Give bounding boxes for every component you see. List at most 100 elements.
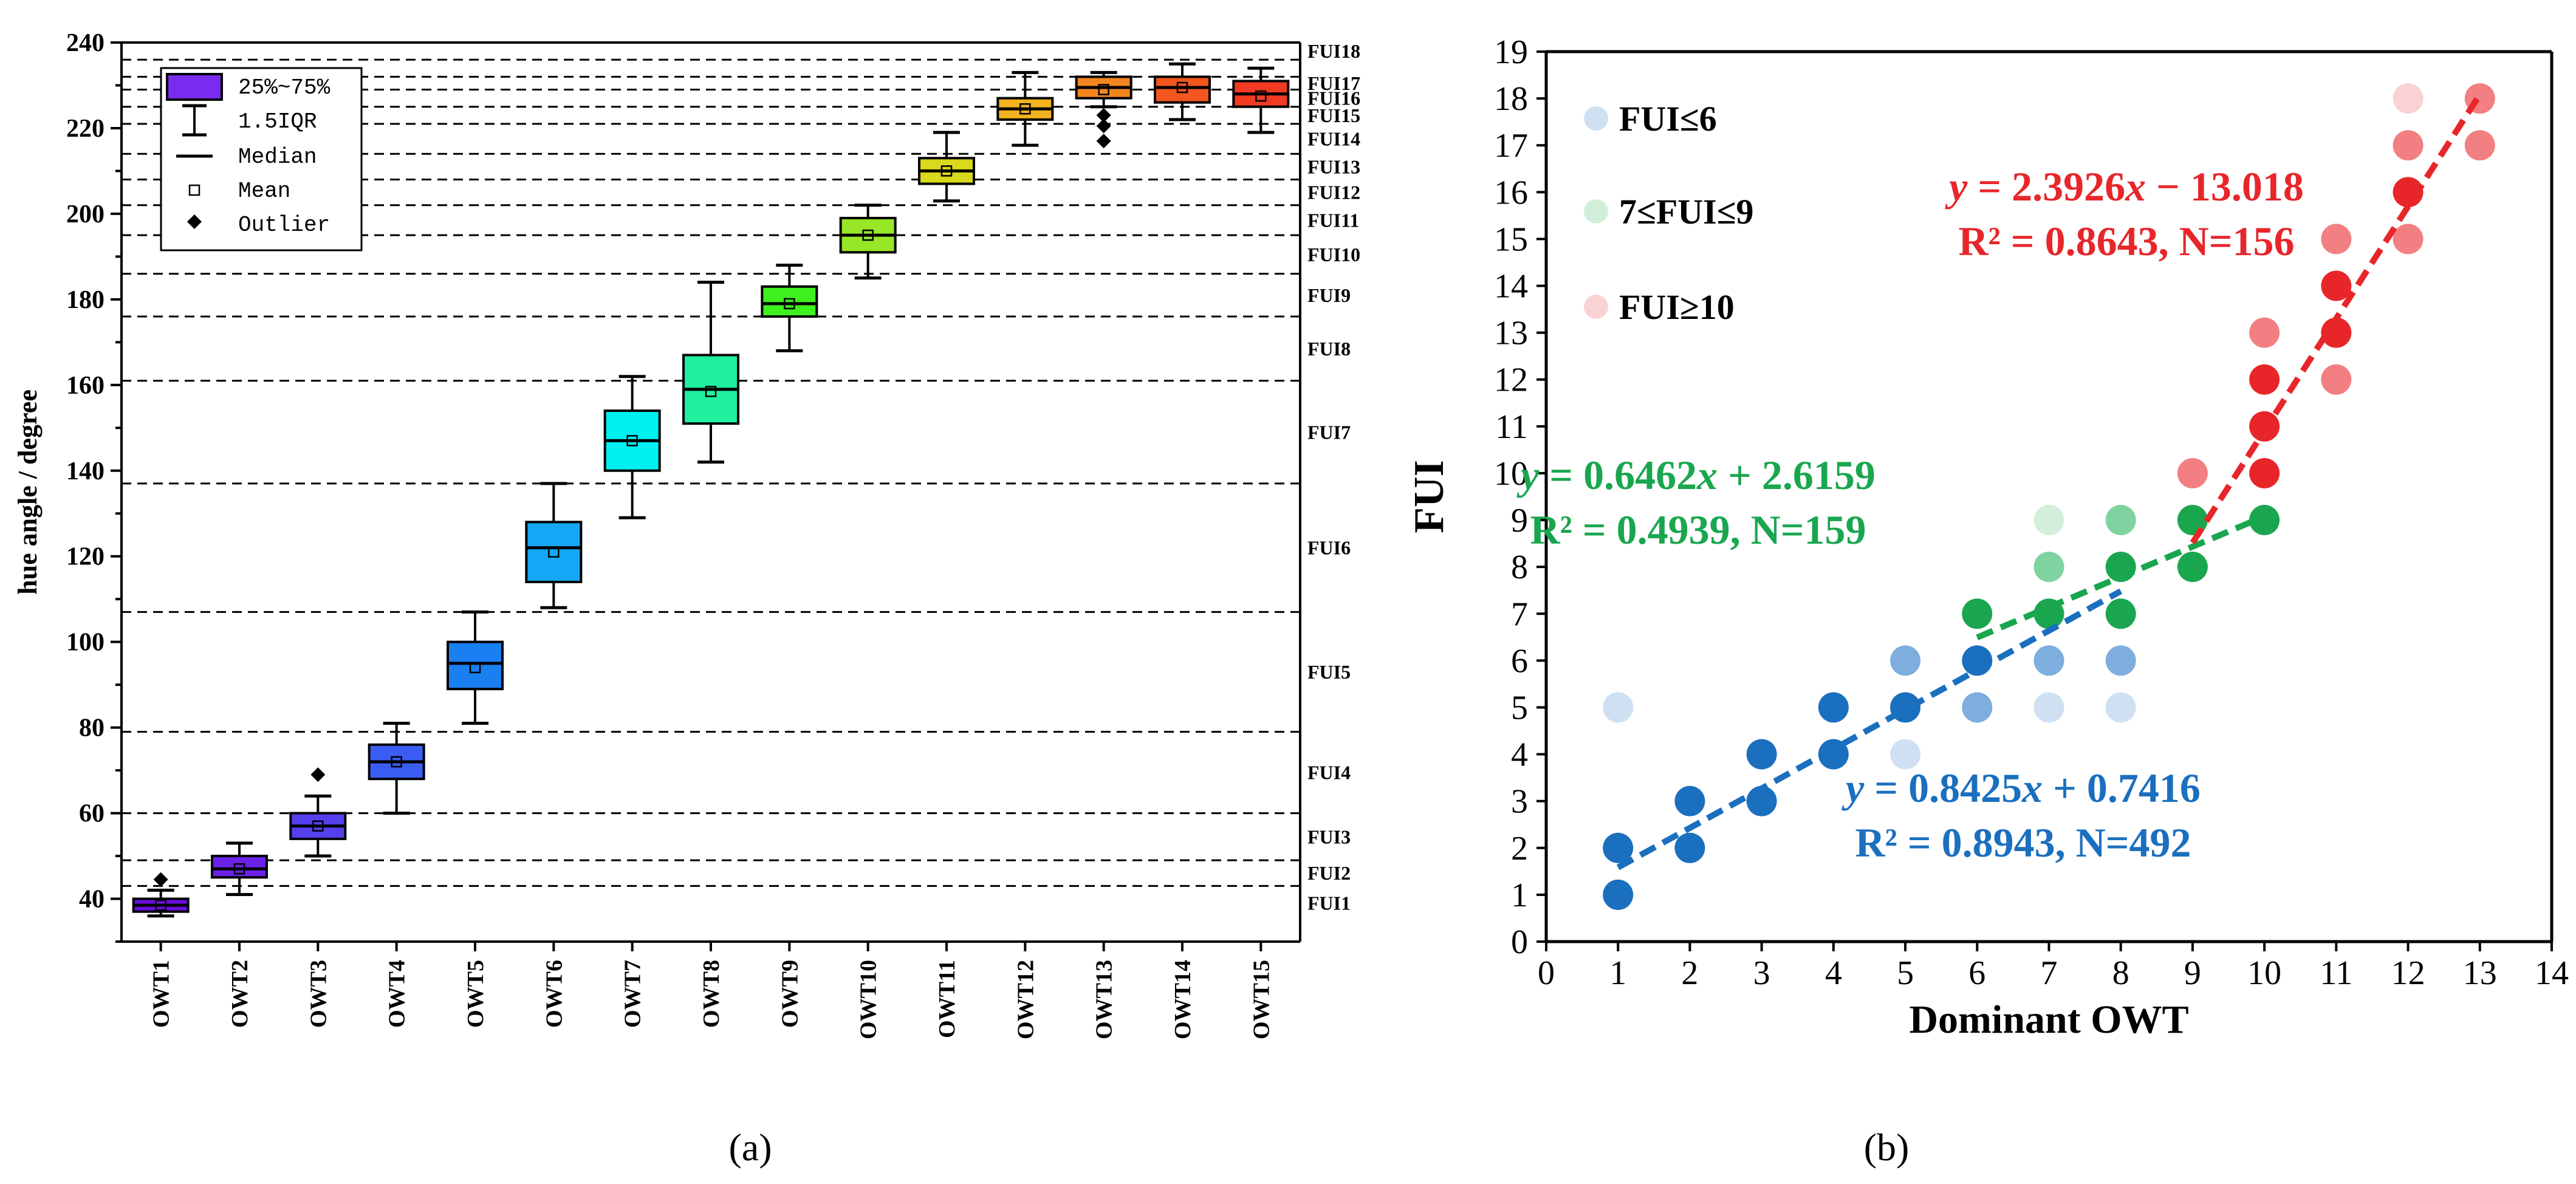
data-point [2033, 552, 2064, 583]
y-axis-title: hue angle / degree [13, 389, 43, 595]
mean-marker [1255, 90, 1267, 102]
x-tick-label: 1 [1609, 954, 1626, 992]
data-point [2249, 317, 2280, 348]
x-tick-label: 0 [1538, 954, 1555, 992]
data-point [2321, 364, 2352, 395]
legend-mean-icon [188, 184, 200, 196]
x-tick-label: 11 [2320, 954, 2352, 992]
x-tick-label: 4 [1825, 954, 1842, 992]
box [761, 285, 818, 318]
x-tick-label: OWT1 [149, 960, 174, 1028]
data-point [2177, 457, 2208, 488]
data-point [2105, 598, 2136, 629]
legend-label: FUI≤6 [1619, 99, 1717, 139]
outlier-marker [1096, 118, 1111, 134]
x-tick-label: OWT15 [1249, 960, 1274, 1039]
fui-label: FUI13 [1307, 156, 1360, 177]
y-axis-title: FUI [1406, 460, 1453, 533]
legend-marker [1584, 199, 1608, 224]
fui-label: FUI18 [1307, 40, 1360, 62]
y-tick-label: 9 [1511, 502, 1528, 539]
legend-label: FUI≥10 [1619, 287, 1735, 327]
legend-marker [1584, 106, 1608, 131]
y-tick-label: 0 [1511, 923, 1528, 961]
x-tick-label: 5 [1897, 954, 1914, 992]
y-tick-label: 14 [1494, 268, 1528, 306]
y-tick-label: 4 [1511, 736, 1528, 774]
data-point [1890, 645, 1921, 676]
x-tick-label: OWT3 [306, 960, 331, 1028]
data-point [2321, 224, 2352, 255]
y-tick-label: 17 [1494, 127, 1528, 165]
regression-stats: R² = 0.8943, N=492 [1855, 820, 2191, 866]
y-tick-label: 40 [79, 886, 104, 914]
x-tick-label: OWT9 [777, 960, 803, 1028]
y-tick-label: 240 [66, 29, 104, 57]
equation-part: y [1945, 163, 1968, 210]
mean-marker [784, 298, 795, 310]
equation-part: y [1516, 452, 1540, 498]
y-tick-label: 3 [1511, 783, 1528, 821]
legend-median-label: Median [238, 145, 317, 169]
x-tick-label: 2 [1681, 954, 1698, 992]
fui-label: FUI12 [1307, 182, 1360, 204]
data-point [2105, 645, 2136, 676]
x-tick-label: OWT7 [620, 960, 646, 1028]
fui-label: FUI16 [1307, 87, 1360, 109]
fui-label: FUI3 [1307, 826, 1351, 847]
y-tick-label: 13 [1494, 315, 1528, 352]
y-tick-label: 10 [1494, 455, 1528, 493]
y-tick-label: 18 [1494, 80, 1528, 118]
x-tick-label: 6 [1968, 954, 1985, 992]
equation-part: x [1696, 452, 1718, 498]
fui-label: FUI8 [1307, 338, 1351, 360]
data-point [2177, 552, 2208, 583]
legend-marker [1584, 295, 1608, 319]
fui-label: FUI15 [1307, 104, 1360, 126]
mean-marker [862, 229, 874, 241]
data-point [2464, 130, 2495, 161]
y-tick-label: 12 [1494, 361, 1528, 399]
y-tick-label: 180 [66, 286, 104, 314]
x-tick-label: 8 [2112, 954, 2129, 992]
data-point [1674, 785, 1705, 816]
fui-label: FUI2 [1307, 862, 1351, 884]
x-tick-label: OWT11 [934, 960, 960, 1038]
fit-line [2190, 92, 2482, 545]
x-tick-label: 10 [2247, 954, 2281, 992]
legend-box-label: 25%~75% [238, 75, 331, 100]
outlier-marker [1096, 134, 1111, 149]
data-point [2249, 457, 2280, 488]
x-tick-label: OWT2 [227, 960, 253, 1028]
fui-label: FUI1 [1307, 892, 1351, 914]
equation-part: = 0.6462 [1539, 452, 1697, 498]
legend-label: 7≤FUI≤9 [1619, 192, 1754, 231]
fui-label: FUI4 [1307, 762, 1351, 784]
fui-label: FUI11 [1307, 209, 1359, 231]
data-point [1603, 879, 1634, 910]
y-tick-label: 2 [1511, 830, 1528, 867]
equation-part: = 0.8425 [1864, 765, 2022, 811]
box [447, 640, 504, 691]
mean-marker [312, 820, 324, 832]
boxplot-panel: FUI1 FUI2 FUI3 FUI4 FUI5 FUI6 FUI7 FUI8 FUI9 FUI1… [13, 29, 1360, 1169]
data-point [2393, 224, 2424, 255]
fui-label: FUI6 [1307, 537, 1351, 559]
y-tick-label: 220 [66, 115, 104, 143]
legend-mean-label: Mean [238, 179, 290, 204]
y-tick-label: 8 [1511, 549, 1528, 586]
data-point [1962, 598, 1993, 629]
x-tick-label: OWT14 [1170, 960, 1196, 1039]
data-point [1890, 739, 1921, 770]
legend-outlier-label: Outlier [238, 213, 330, 238]
equation-part: x [2021, 765, 2043, 811]
x-tick-label: OWT6 [541, 960, 567, 1028]
mean-marker [1019, 103, 1031, 115]
mean-marker [626, 435, 638, 447]
regression-stats: R² = 0.4939, N=159 [1530, 507, 1866, 553]
fui-label: FUI10 [1307, 244, 1360, 265]
y-tick-label: 100 [66, 629, 104, 657]
regression-equation: y = 0.6462x + 2.6159 [1516, 452, 1875, 498]
mean-marker [233, 863, 245, 875]
